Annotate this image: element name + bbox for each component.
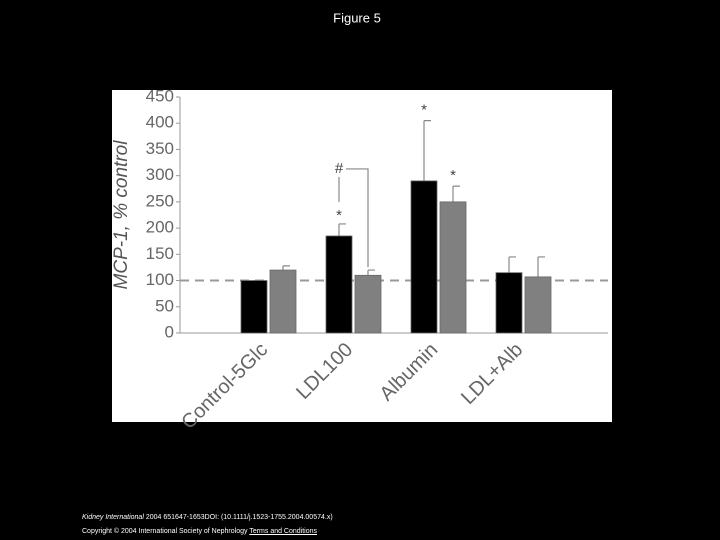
bar	[410, 180, 438, 334]
citation: Kidney International 2004 651647-1653DOI…	[82, 514, 333, 521]
bar	[240, 280, 268, 334]
bracket	[338, 168, 369, 268]
annotation: *	[421, 102, 427, 119]
y-tick-label: 50	[155, 296, 174, 315]
bar	[325, 235, 353, 334]
bar	[439, 201, 467, 334]
y-tick-label: 300	[146, 165, 174, 184]
annotation: #	[335, 160, 344, 177]
error-bar	[367, 269, 375, 276]
y-tick-label: 250	[146, 191, 174, 210]
y-tick-label: 200	[146, 218, 174, 237]
chart-title: Figure 5	[333, 10, 381, 25]
error-bar	[508, 256, 516, 273]
journal: Kidney International	[82, 514, 144, 521]
error-bar	[537, 256, 545, 277]
error-bar	[338, 223, 346, 236]
bar	[269, 269, 297, 334]
chart: Figure 5 MCP-1, % control 0 50 100 150 200 25…	[111, 10, 612, 434]
y-tick-label: 0	[165, 322, 174, 341]
bar	[354, 274, 382, 334]
chart-panel	[112, 90, 612, 422]
error-bar	[452, 185, 460, 202]
terms-link[interactable]: Terms and Conditions	[249, 528, 318, 535]
error-bar	[282, 265, 290, 271]
y-tick-label: 400	[146, 113, 174, 132]
annotation: *	[450, 167, 456, 184]
error-bar	[423, 120, 431, 181]
bar	[524, 276, 552, 334]
bar	[495, 272, 523, 334]
y-tick-label: 450	[146, 86, 174, 105]
copyright-text: Copyright © 2004 International Society o…	[82, 528, 248, 535]
y-tick-label: 150	[146, 244, 174, 263]
y-tick-label: 350	[146, 139, 174, 158]
y-tick-label: 100	[146, 270, 174, 289]
citation-text: 2004 651647-1653DOI: (10.1111/j.1523-175…	[145, 514, 333, 521]
y-axis-label: MCP-1, % control	[111, 140, 132, 290]
copyright: Copyright © 2004 International Society o…	[82, 528, 317, 535]
annotation: *	[336, 207, 342, 224]
